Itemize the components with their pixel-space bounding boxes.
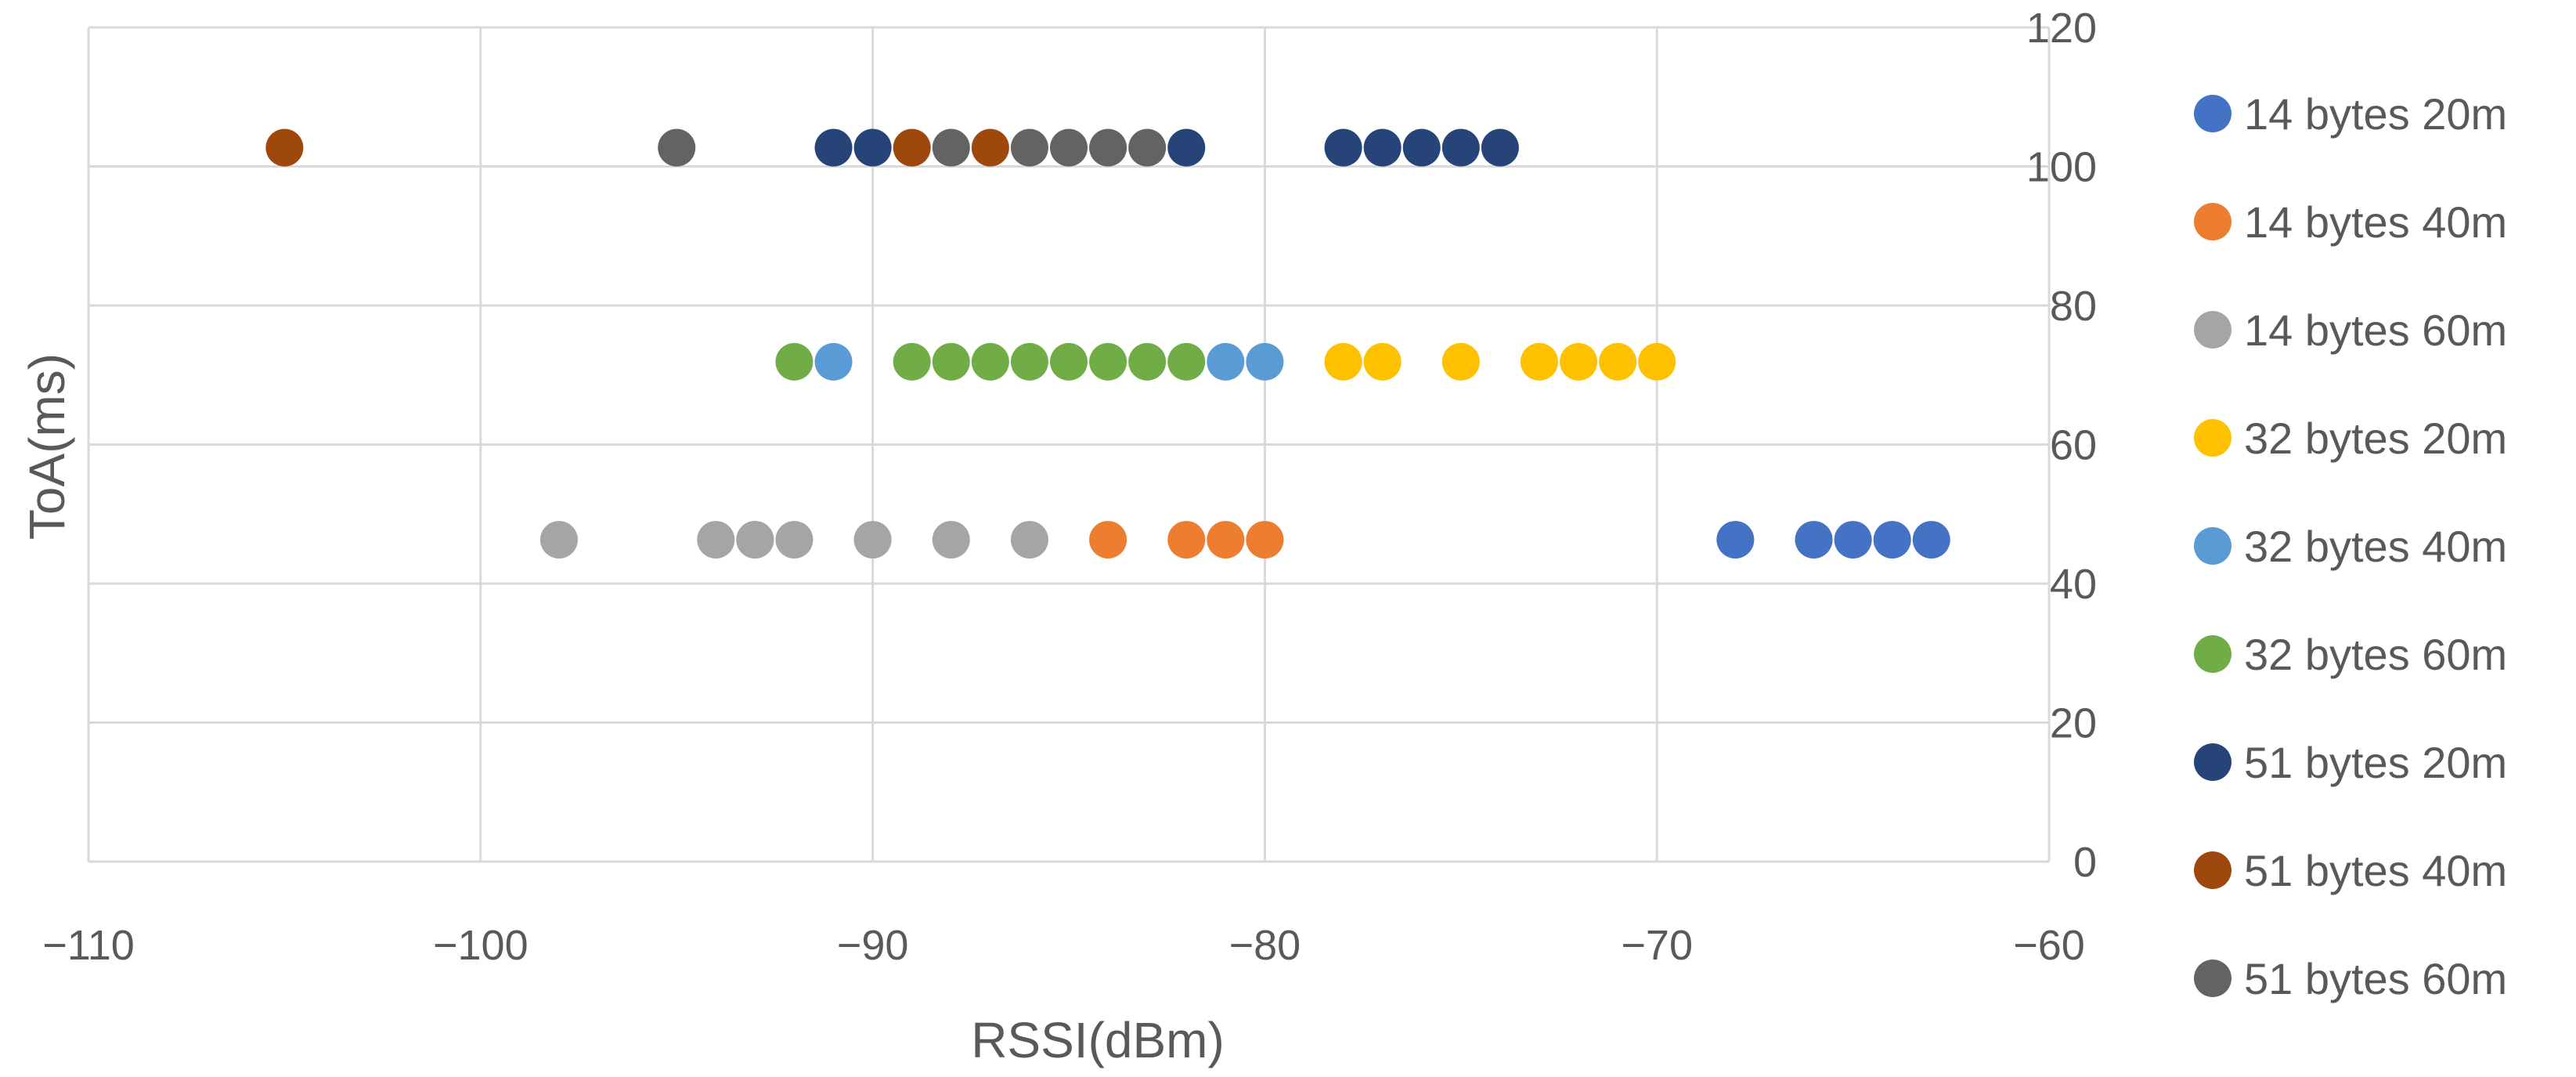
data-point xyxy=(1128,128,1167,167)
data-point xyxy=(1167,128,1206,167)
legend-marker xyxy=(2194,527,2231,565)
legend-label: 51 bytes 20m xyxy=(2244,738,2507,787)
legend-marker xyxy=(2194,635,2231,673)
y-tick-label: 80 xyxy=(2050,283,2097,330)
data-point xyxy=(1363,128,1402,167)
legend-marker xyxy=(2194,960,2231,997)
data-point xyxy=(932,128,970,167)
legend-label: 51 bytes 40m xyxy=(2244,846,2507,895)
data-point xyxy=(1716,521,1755,559)
data-point xyxy=(265,128,304,167)
data-point xyxy=(853,521,892,559)
legend-marker xyxy=(2194,95,2231,132)
data-point xyxy=(1520,342,1558,381)
legend: 14 bytes 20m 14 bytes 40m 14 bytes 60m 32 b… xyxy=(2194,89,2507,1003)
gridlines xyxy=(87,26,2051,863)
x-tick-label: −70 xyxy=(1621,922,1693,969)
y-tick-label: 40 xyxy=(2050,561,2097,608)
data-point xyxy=(1324,128,1362,167)
legend-label: 14 bytes 20m xyxy=(2244,89,2507,139)
data-point xyxy=(1795,521,1833,559)
y-axis-ticks: 0 20 40 60 80 100 120 xyxy=(2026,5,2097,886)
data-point xyxy=(1010,128,1048,167)
data-points xyxy=(265,128,1950,559)
y-tick-label: 60 xyxy=(2050,422,2097,469)
data-point xyxy=(814,128,853,167)
data-point xyxy=(1089,521,1127,559)
data-point xyxy=(1207,521,1245,559)
y-axis-title: ToA(ms) xyxy=(19,353,75,540)
y-tick-label: 120 xyxy=(2026,5,2097,52)
data-point xyxy=(1560,342,1598,381)
x-tick-label: −110 xyxy=(42,922,135,969)
legend-label: 51 bytes 60m xyxy=(2244,954,2507,1003)
x-tick-label: −60 xyxy=(2013,922,2085,969)
legend-marker xyxy=(2194,851,2231,889)
data-point xyxy=(1834,521,1872,559)
data-point xyxy=(1912,521,1950,559)
data-point xyxy=(775,342,814,381)
data-point xyxy=(1089,342,1127,381)
x-tick-label: −80 xyxy=(1229,922,1301,969)
data-point xyxy=(1324,342,1362,381)
legend-label: 14 bytes 60m xyxy=(2244,305,2507,355)
data-point xyxy=(1402,128,1441,167)
data-point xyxy=(1167,342,1206,381)
data-point xyxy=(1050,128,1088,167)
data-point xyxy=(1128,342,1167,381)
legend-label: 32 bytes 40m xyxy=(2244,522,2507,571)
data-point xyxy=(1363,342,1402,381)
x-tick-label: −90 xyxy=(837,922,909,969)
data-point xyxy=(971,128,1009,167)
y-tick-label: 20 xyxy=(2050,700,2097,747)
data-point xyxy=(1167,521,1206,559)
legend-marker xyxy=(2194,743,2231,781)
data-point xyxy=(1441,342,1480,381)
data-point xyxy=(1010,521,1048,559)
x-axis-ticks: −110 −100 −90 −80 −70 −60 xyxy=(42,922,2085,969)
data-point xyxy=(1441,128,1480,167)
y-tick-label: 100 xyxy=(2026,144,2097,191)
data-point xyxy=(1010,342,1048,381)
data-point xyxy=(1246,342,1284,381)
data-point xyxy=(1089,128,1127,167)
data-point xyxy=(1050,342,1088,381)
data-point xyxy=(932,342,970,381)
data-point xyxy=(893,128,931,167)
data-point xyxy=(1207,342,1245,381)
data-point xyxy=(893,342,931,381)
data-point xyxy=(1873,521,1911,559)
data-point xyxy=(814,342,853,381)
data-point xyxy=(932,521,970,559)
x-axis-title: RSSI(dBm) xyxy=(971,1012,1225,1068)
legend-marker xyxy=(2194,311,2231,349)
data-point xyxy=(539,521,578,559)
data-point xyxy=(1638,342,1676,381)
y-tick-label: 0 xyxy=(2073,839,2097,886)
data-point xyxy=(697,521,735,559)
data-point xyxy=(736,521,774,559)
data-point xyxy=(775,521,814,559)
data-point xyxy=(1481,128,1519,167)
legend-label: 14 bytes 40m xyxy=(2244,197,2507,247)
data-point xyxy=(1599,342,1637,381)
legend-label: 32 bytes 60m xyxy=(2244,630,2507,679)
legend-label: 32 bytes 20m xyxy=(2244,414,2507,463)
legend-marker xyxy=(2194,203,2231,240)
legend-marker xyxy=(2194,419,2231,457)
x-tick-label: −100 xyxy=(433,922,529,969)
data-point xyxy=(1246,521,1284,559)
data-point xyxy=(658,128,696,167)
data-point xyxy=(853,128,892,167)
data-point xyxy=(971,342,1009,381)
